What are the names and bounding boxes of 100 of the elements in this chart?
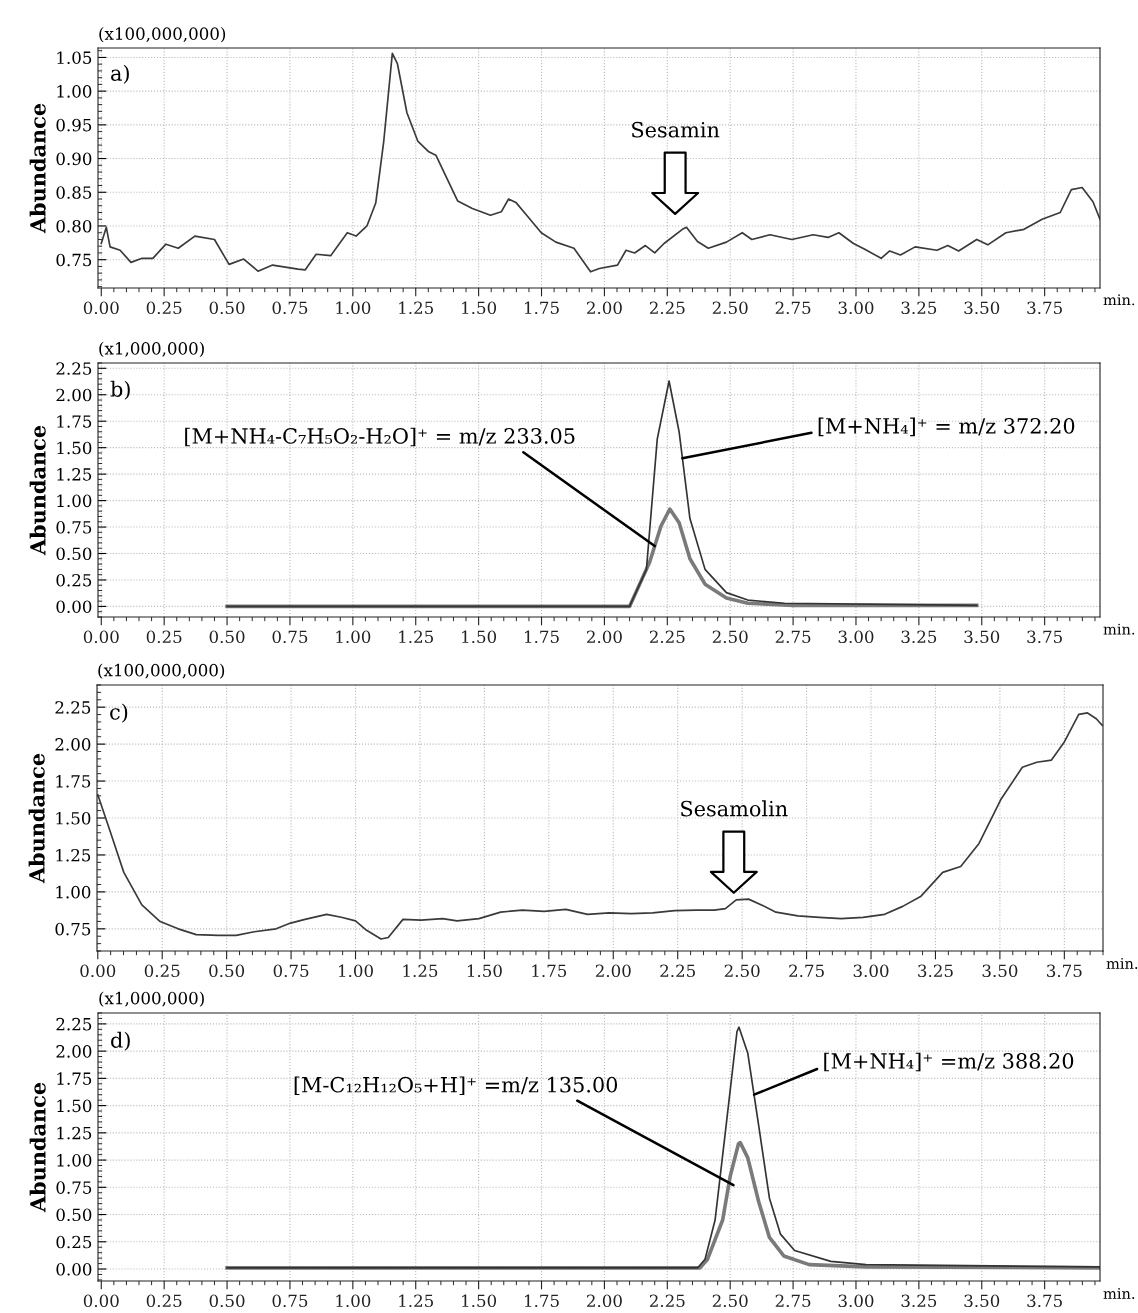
y-tick-label: 0.95 <box>56 118 92 132</box>
x-tick-label: 0.75 <box>272 630 308 644</box>
x-axis-title: min. <box>1103 294 1135 306</box>
x-tick-label: 2.50 <box>724 964 760 978</box>
y-tick-label: 2.25 <box>56 1017 92 1031</box>
y-tick-label: 0.75 <box>56 1181 92 1194</box>
text: (x1,000,000) <box>99 341 204 358</box>
x-tick-label: 0.75 <box>272 1294 308 1308</box>
x-tick-label: 1.50 <box>462 630 497 644</box>
x-tick-label: 2.25 <box>649 1294 685 1308</box>
x-tick-label: 2.00 <box>586 630 622 644</box>
x-tick-label: 1.00 <box>339 964 373 978</box>
y-tick-label: 0.75 <box>56 521 92 534</box>
annotation: [M+NH₄]⁺ = m/z 372.20 <box>818 417 1075 437</box>
x-tick-label: 3.25 <box>901 630 937 644</box>
y-tick-label: 2.00 <box>56 388 92 402</box>
x-tick-label: 3.00 <box>853 964 889 978</box>
annotation: [M+NH₄-C₇H₅O₂-H₂O]⁺ = m/z 233.05 <box>185 427 575 447</box>
y-tick-label: 0.75 <box>56 253 92 267</box>
x-tick-label: 0.00 <box>83 630 119 644</box>
x-tick-label: 0.75 <box>273 964 309 978</box>
annotation: [M-C₁₂H₁₂O₅+H]⁺ =m/z 135.00 <box>294 1076 618 1096</box>
x-tick-label: 1.50 <box>462 1294 497 1308</box>
x-tick-label: 2.75 <box>789 964 824 978</box>
x-axis-title: min. <box>1103 623 1135 635</box>
y-tick-label: 1.50 <box>56 811 91 825</box>
y-tick-label: 1.75 <box>57 415 92 428</box>
x-tick-label: 0.50 <box>209 301 245 315</box>
x-tick-label: 2.00 <box>595 964 631 978</box>
y-axis-title: Abundance <box>28 753 45 884</box>
y-tick-label: 1.75 <box>57 1072 92 1085</box>
y-tick-label: 0.25 <box>56 1235 92 1249</box>
y-tick-label: 1.75 <box>56 775 91 788</box>
x-tick-label: 0.00 <box>80 964 116 978</box>
x-tick-label: 1.00 <box>336 630 371 644</box>
x-tick-label: 0.25 <box>144 964 180 978</box>
y-tick-label: 0.50 <box>56 1208 92 1222</box>
y-axis-title: Abundance <box>29 425 46 556</box>
x-tick-label: 0.50 <box>209 630 245 644</box>
y-tick-label: 1.25 <box>56 848 91 862</box>
x-tick-label: 1.00 <box>336 1294 371 1308</box>
x-axis-title: min. <box>1103 1288 1135 1299</box>
y-tick-label: 2.25 <box>56 362 92 375</box>
x-tick-label: 2.25 <box>660 964 695 978</box>
x-tick-label: 1.50 <box>467 964 502 978</box>
x-tick-label: 2.25 <box>649 301 685 315</box>
y-tick-label: 1.00 <box>56 885 91 899</box>
y-axis-title: Abundance <box>29 103 46 234</box>
y-axis-title: Abundance <box>29 1082 46 1213</box>
x-tick-label: 3.50 <box>964 630 1000 644</box>
y-tick-label: 1.25 <box>57 468 92 481</box>
x-tick-label: 0.75 <box>272 301 308 315</box>
x-tick-label: 0.50 <box>209 964 245 978</box>
y-tick-label: 1.50 <box>57 1099 92 1113</box>
x-tick-label: 0.25 <box>146 630 182 644</box>
annotation: a) <box>111 64 129 84</box>
x-tick-label: 1.25 <box>403 964 438 978</box>
y-tick-label: 0.90 <box>56 152 92 166</box>
y-tick-label: 2.25 <box>55 701 91 714</box>
x-tick-label: 2.00 <box>586 301 622 315</box>
annotation: Sesamin <box>632 121 720 138</box>
text: (x100,000,000) <box>98 663 225 679</box>
text: (x1,000,000) <box>99 991 204 1007</box>
text: (x100,000,000) <box>99 27 226 43</box>
y-tick-label: 0.85 <box>56 186 92 199</box>
x-tick-label: 3.00 <box>838 301 874 315</box>
x-tick-label: 0.00 <box>83 1294 119 1308</box>
y-tick-label: 1.00 <box>57 85 92 98</box>
x-tick-label: 2.50 <box>712 301 748 315</box>
annotation: Sesamolin <box>681 800 788 817</box>
x-tick-label: 3.50 <box>964 301 1000 315</box>
x-tick-label: 2.75 <box>775 301 811 315</box>
x-tick-label: 1.75 <box>525 630 559 644</box>
x-tick-label: 3.00 <box>838 630 874 644</box>
y-tick-label: 2.00 <box>55 738 91 751</box>
x-tick-label: 3.25 <box>901 301 937 315</box>
x-tick-label: 3.75 <box>1047 964 1082 978</box>
x-tick-label: 0.50 <box>209 1294 245 1308</box>
x-tick-label: 3.00 <box>838 1294 874 1308</box>
x-tick-label: 1.25 <box>399 301 433 315</box>
y-tick-label: 2.00 <box>56 1045 92 1058</box>
x-tick-label: 1.50 <box>462 301 497 315</box>
x-tick-label: 2.25 <box>649 630 685 644</box>
x-tick-label: 2.50 <box>712 1294 748 1308</box>
annotation: d) <box>111 1031 130 1051</box>
annotation: c) <box>110 703 128 723</box>
annotation: b) <box>110 380 130 400</box>
x-tick-label: 2.75 <box>775 630 811 644</box>
x-axis-title: min. <box>1106 958 1138 969</box>
x-tick-label: 2.00 <box>586 1294 622 1308</box>
x-tick-label: 0.00 <box>83 301 119 315</box>
x-tick-label: 2.75 <box>775 1294 811 1308</box>
y-tick-label: 0.80 <box>56 219 92 233</box>
x-tick-label: 1.00 <box>336 301 371 315</box>
y-tick-label: 1.00 <box>57 1154 92 1167</box>
x-tick-label: 3.50 <box>982 964 1018 978</box>
x-tick-label: 3.75 <box>1027 301 1062 315</box>
y-tick-label: 0.75 <box>55 922 91 936</box>
x-tick-label: 1.25 <box>399 630 433 644</box>
annotation: [M+NH₄]⁺ =m/z 388.20 <box>824 1052 1074 1072</box>
